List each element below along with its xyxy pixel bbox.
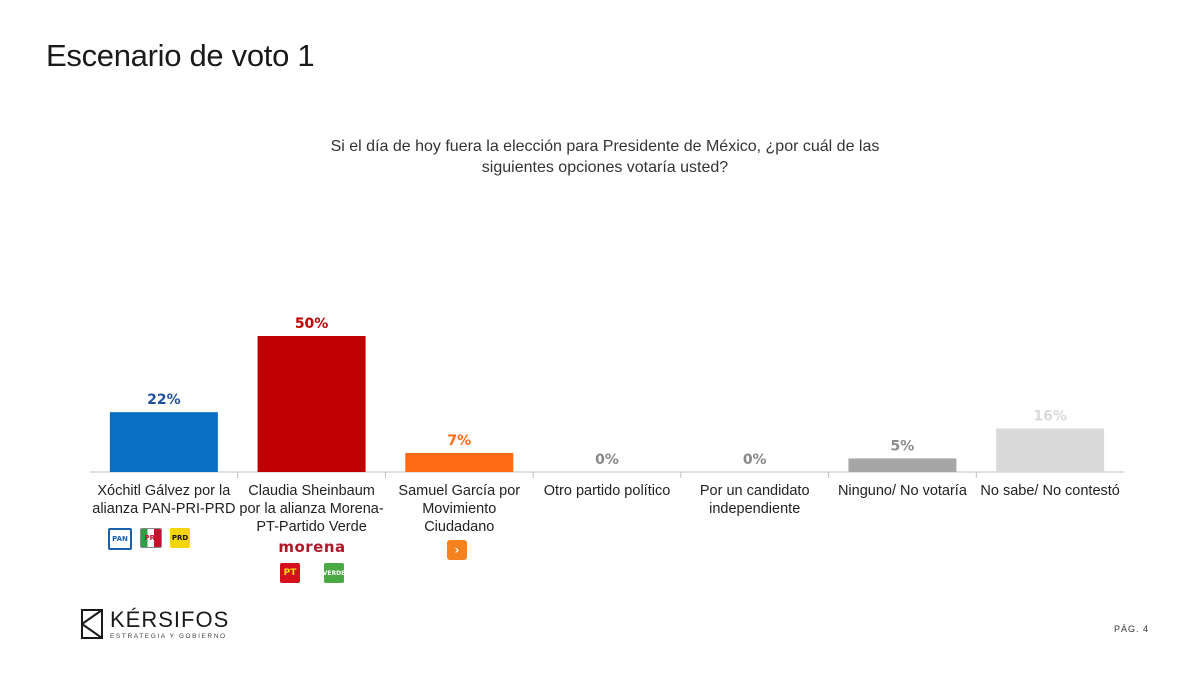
data-label-4: 0% [743, 452, 767, 468]
morena-logo: morena [258, 538, 366, 556]
movimiento-ciudadano-logo-icon: › [447, 540, 467, 560]
alianza-pt-verde-logos: PT VERDE [258, 563, 366, 583]
alianza-pan-pri-prd-logos: PAN PRI PRD [108, 528, 190, 550]
bar-1 [257, 336, 366, 472]
question-text: Si el día de hoy fuera la elección para … [330, 138, 880, 176]
category-label-2: Samuel García por Movimiento Ciudadano [398, 483, 521, 535]
prd-logo-icon: PRD [170, 528, 190, 548]
page-title: Escenario de voto 1 [46, 38, 315, 73]
data-label-5: 5% [891, 438, 915, 454]
data-label-2: 7% [447, 433, 471, 449]
category-label-6: No sabe/ No contestó [980, 483, 1120, 499]
bar-5 [848, 458, 957, 472]
brand-logo: KÉRSIFOS ESTRATEGIA Y GOBIERNO [80, 608, 229, 640]
bar-6 [996, 428, 1105, 472]
page-number: PÁG. 4 [1114, 624, 1150, 634]
pri-logo-icon: PRI [140, 528, 162, 548]
category-label-5: Ninguno/ No votaría [837, 483, 967, 499]
bar-0 [109, 412, 218, 472]
data-label-6: 16% [1033, 408, 1067, 424]
brand-name: KÉRSIFOS [110, 606, 230, 632]
verde-logo-icon: VERDE [323, 563, 345, 583]
data-label-1: 50% [295, 316, 329, 332]
bar-2 [405, 452, 514, 472]
morena-logo-icon: morena [278, 538, 346, 556]
category-label-3: Otro partido político [543, 483, 671, 499]
pt-logo-icon: PT [280, 563, 300, 583]
data-label-3: 0% [595, 452, 619, 468]
category-label-1: Claudia Sheinbaum por la alianza Morena-… [239, 483, 384, 535]
kersifos-mark-icon [81, 609, 103, 639]
category-label-0: Xóchitl Gálvez por la alianza PAN-PRI-PR… [92, 483, 236, 517]
category-label-4: Por un candidato independiente [699, 483, 810, 517]
brand-tagline: ESTRATEGIA Y GOBIERNO [110, 632, 227, 640]
movimiento-ciudadano-logo: › [447, 540, 467, 560]
data-label-0: 22% [147, 392, 181, 408]
pan-logo-icon: PAN [108, 528, 132, 550]
